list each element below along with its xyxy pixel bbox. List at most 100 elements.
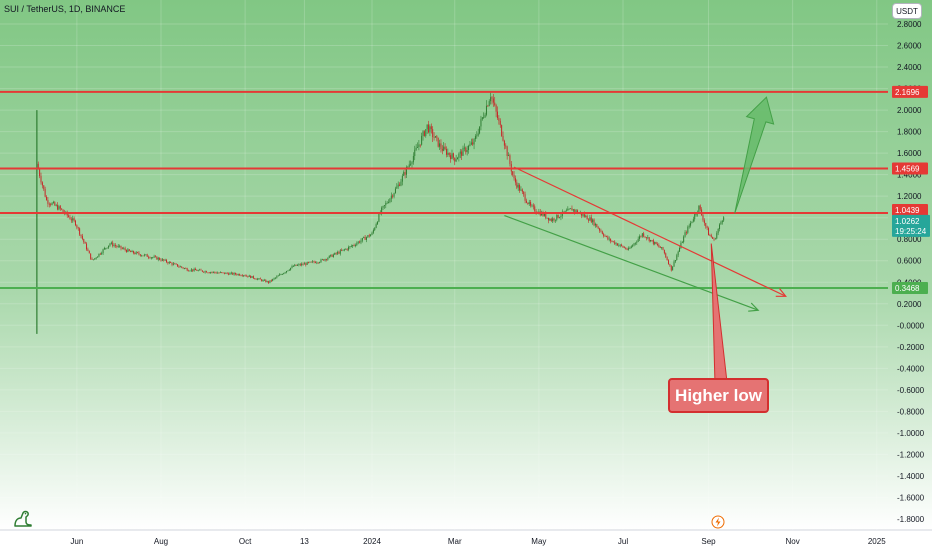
candle-body [452,153,454,158]
candle-body [137,252,139,253]
candle-body [636,241,638,243]
candle-body [702,215,704,221]
higher-low-callout[interactable]: Higher low [668,378,769,413]
trendlines[interactable] [504,96,787,382]
candle-body [436,136,438,138]
candle-body [103,248,105,250]
candle-body [365,237,367,240]
candle-body [181,266,183,268]
candle-body [716,233,718,239]
candle-body [86,243,88,250]
candle-body [263,279,265,281]
lightning-icon[interactable] [711,515,725,529]
candle-body [203,271,205,273]
candle-body [377,221,379,225]
price-tick-label: -0.8000 [897,407,925,416]
candle-body [335,252,337,254]
candle-body [713,238,715,240]
candle-body [706,226,708,229]
candle-body [154,256,156,258]
candle-body [110,242,112,244]
candle-body [571,208,573,211]
candle-body [597,227,599,229]
candle-body [676,255,678,261]
candle-body [287,270,289,272]
time-tick-label: Jul [618,537,628,546]
candle-body [690,222,692,226]
candle-body [189,270,191,272]
time-tick-label: 2024 [363,537,381,546]
candle-body [359,241,361,243]
candle-body [661,247,663,249]
candle-body [477,133,479,136]
candle-body [708,228,710,236]
candle-body [549,218,551,221]
candle-body [76,225,78,228]
candle-body [521,189,523,192]
time-axis-background [0,530,932,550]
price-tick-label: 1.2000 [897,192,922,201]
candle-body [273,278,275,280]
candle-body [447,152,449,155]
candle-body [519,184,521,191]
candle-body [394,188,396,194]
candle-body [124,248,126,251]
price-tick-label: 0.8000 [897,235,922,244]
candle-body [83,238,85,243]
candle-body [470,142,472,145]
projection-arrow-up[interactable] [734,96,775,214]
candle-body [681,242,683,243]
candle-body [217,272,219,274]
countdown-label: 19:25:24 [895,227,927,236]
candle-body [430,126,432,130]
candle-body [325,259,327,260]
symbol-title[interactable]: SUI / TetherUS, 1D, BINANCE [4,4,126,14]
current-price-label: 1.0262 [895,217,920,226]
candle-body [157,257,159,260]
candle-body [161,259,163,261]
candle-body [393,193,395,197]
candle-body [662,247,664,250]
candle-body [622,245,624,248]
candle-body [262,280,264,281]
time-tick-label: May [531,537,546,546]
candle-body [594,223,596,226]
candle-body [94,258,96,260]
candle-body [131,250,133,253]
candle-body [114,245,116,247]
candle-body [687,226,689,233]
candle-body [451,153,453,160]
candle-body [288,269,290,271]
candle-body [91,258,93,260]
candle-body [461,151,463,156]
candle-body [476,135,478,137]
candle-body [418,144,420,148]
candle-body [77,227,79,229]
candle-body [483,117,485,118]
candle-body [603,233,605,236]
candle-body [492,98,494,103]
price-tick-label: 0.2000 [897,300,922,309]
plot-background [0,0,888,530]
candle-body [581,212,583,216]
candle-body [281,274,283,275]
candle-body [241,275,243,277]
horizontal-levels[interactable] [0,90,888,289]
candle-body [37,163,39,170]
candle-body [210,272,212,273]
candle-body [528,202,530,204]
candle-body [633,243,635,246]
tradingview-dino-icon[interactable] [12,510,34,528]
candle-body [543,213,545,216]
currency-button[interactable]: USDT [892,3,922,19]
candle-body [343,249,345,251]
candle-body [672,266,674,271]
candle-body [556,214,558,220]
candle-body [607,236,609,240]
candle-body [168,262,170,264]
candle-body [228,273,230,275]
time-axis[interactable]: Jun Aug Oct 13 2024 Mar May Jul Sep Nov 2025 [70,537,886,546]
red-trendline[interactable] [513,166,786,297]
